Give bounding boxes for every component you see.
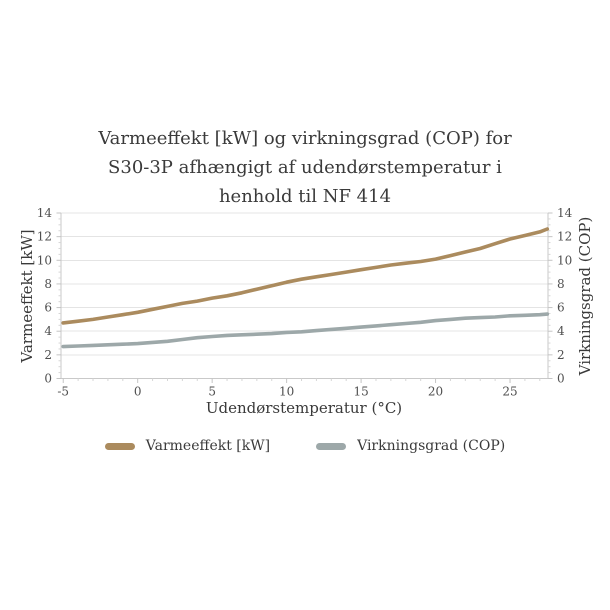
y-tick-label-left: 10 [37,253,52,267]
y-tick-label-left: 6 [44,301,52,315]
y-tick-label-left: 12 [37,230,52,244]
chart-title-line-1: Varmeeffekt [kW] og virkningsgrad (COP) … [98,128,512,149]
legend-item-varmeeffekt: Varmeeffekt [kW] [104,438,271,454]
chart-title-line-3: henhold til NF 414 [218,186,392,207]
y-tick-label-left: 4 [44,324,52,338]
x-tick-label: -5 [57,385,69,399]
virkningsgrad-line-swatch-icon [316,442,347,450]
legend-label-virkningsgrad: Virkningsgrad (COP) [357,438,506,454]
y-tick-label-right: 4 [557,324,565,338]
x-axis-label: Udendørstemperatur (°C) [205,399,403,417]
y-tick-label-right: 2 [557,348,565,362]
x-tick-label: 20 [428,385,443,399]
varmeeffekt-line-swatch-icon [104,442,135,450]
y-tick-label-left: 0 [44,372,52,386]
y-tick-label-right: 8 [557,277,565,291]
y-tick-label-left: 2 [44,348,52,362]
x-tick-label: 5 [208,385,216,399]
y-tick-label-left: 8 [44,277,52,291]
chart-title-line-2: S30-3P afhængigt af udendørstemperatur i [108,157,502,178]
y-tick-label-right: 10 [557,253,572,267]
y-axis-label-right: Virkningsgrad (COP) [576,216,594,376]
y-tick-label-right: 0 [557,372,565,386]
legend-item-virkningsgrad: Virkningsgrad (COP) [316,438,505,454]
y-tick-label-left: 14 [37,206,53,220]
y-axis-label-left: Varmeeffekt [kW] [18,229,36,363]
legend-label-varmeeffekt: Varmeeffekt [kW] [145,438,271,454]
y-tick-label-right: 6 [557,301,565,315]
series-line-varmeeffekt [61,227,550,325]
y-tick-label-right: 12 [557,230,572,244]
chart-canvas: -5 0 5 10 15 20 25 0 0 2 2 4 4 6 6 8 8 10 10 12 12 14 14 [37,206,573,399]
x-tick-label: 0 [134,385,142,399]
series-line-virkningsgrad [61,312,550,349]
chart-legend: Varmeeffekt [kW] Virkningsgrad (COP) [0,438,610,454]
y-tick-label-right: 14 [557,206,573,220]
chart-title: Varmeeffekt [kW] og virkningsgrad (COP) … [70,124,540,211]
x-tick-label: 10 [279,385,294,399]
x-tick-label: 25 [502,385,517,399]
x-tick-label: 15 [353,385,368,399]
